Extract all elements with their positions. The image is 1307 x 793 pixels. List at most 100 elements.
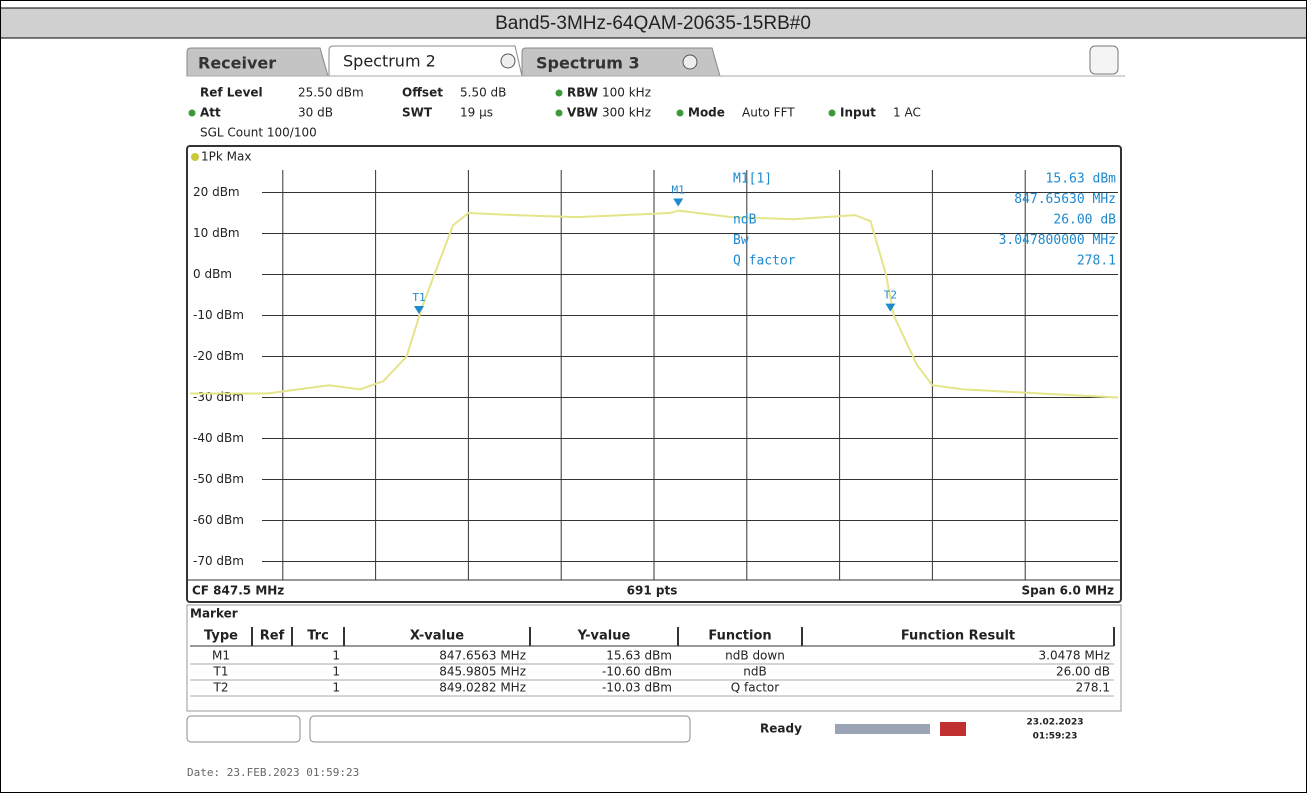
table-cell: -10.03 dBm: [602, 681, 672, 695]
progress-indicator: [835, 724, 930, 734]
setting-label: Att: [200, 106, 221, 120]
setting-label: VBW: [567, 106, 598, 120]
status-field: [186, 715, 301, 743]
trace-label: 1Pk Max: [201, 150, 251, 164]
close-icon[interactable]: [500, 53, 516, 69]
marker-label: M1: [672, 183, 685, 196]
y-tick-label: -60 dBm: [193, 513, 244, 527]
y-tick-label: -70 dBm: [193, 554, 244, 568]
column-header: Function: [708, 629, 771, 644]
status-date: 23.02.2023: [1027, 718, 1084, 728]
table-cell: 3.0478 MHz: [1039, 649, 1110, 663]
table-cell: 847.6563 MHz: [439, 649, 526, 663]
table-cell: ndB down: [725, 649, 785, 663]
column-header: Trc: [307, 629, 329, 644]
sgl-count: SGL Count 100/100: [200, 126, 317, 140]
y-tick-label: 10 dBm: [193, 226, 240, 240]
status-dot: [828, 109, 836, 117]
setting-value: 100 kHz: [602, 86, 651, 100]
date-line: Date: 23.FEB.2023 01:59:23: [187, 766, 359, 779]
marker-info-value: 847.65630 MHz: [1014, 192, 1116, 207]
table-cell: 1: [332, 649, 340, 663]
table-cell: 15.63 dBm: [606, 649, 672, 663]
center-frequency: CF 847.5 MHz: [192, 584, 284, 598]
trace-indicator: [191, 153, 199, 161]
y-tick-label: -40 dBm: [193, 431, 244, 445]
marker-table-frame: [186, 604, 1122, 712]
marker-info-label: Bw: [733, 233, 749, 248]
marker: [673, 198, 684, 207]
table-cell: Q factor: [731, 681, 779, 695]
y-tick-label: -10 dBm: [193, 308, 244, 322]
setting-label: SWT: [402, 106, 433, 120]
table-cell: T2: [213, 681, 229, 695]
setting-value: 19 µs: [460, 106, 493, 120]
status-dot: [555, 89, 563, 97]
setting-label: Mode: [688, 106, 725, 120]
marker-info-value: 15.63 dBm: [1046, 172, 1117, 187]
marker-info-label: ndB: [733, 213, 757, 228]
y-tick-label: 0 dBm: [193, 267, 232, 281]
tab[interactable]: [521, 47, 721, 77]
status-indicator: [940, 722, 966, 736]
y-tick-label: -30 dBm: [193, 390, 244, 404]
table-cell: 849.0282 MHz: [439, 681, 526, 695]
header-bar: [0, 7, 1307, 39]
table-cell: ndB: [743, 665, 766, 679]
setting-value: Auto FFT: [742, 106, 795, 120]
table-cell: -10.60 dBm: [602, 665, 672, 679]
y-tick-label: 20 dBm: [193, 185, 240, 199]
status-state: Ready: [760, 722, 802, 736]
marker-info-value: 278.1: [1077, 254, 1116, 269]
tab[interactable]: [186, 47, 329, 77]
marker-label: T2: [884, 289, 897, 302]
column-header: Type: [204, 629, 238, 644]
setting-value: 1 AC: [893, 106, 921, 120]
setting-label: Input: [840, 106, 876, 120]
header-title: Band5-3MHz-64QAM-20635-15RB#0: [495, 13, 811, 34]
status-dot: [676, 109, 684, 117]
table-cell: M1: [212, 649, 230, 663]
setting-value: 25.50 dBm: [298, 86, 364, 100]
marker-info-value: 26.00 dB: [1053, 213, 1116, 228]
tab-active[interactable]: [328, 45, 523, 77]
marker-label: T1: [412, 291, 425, 304]
setting-value: 300 kHz: [602, 106, 651, 120]
trace: [190, 209, 1119, 399]
marker: [885, 303, 896, 312]
menu-icon[interactable]: [1089, 45, 1119, 75]
table-cell: T1: [213, 665, 229, 679]
setting-value: 5.50 dB: [460, 86, 506, 100]
span: Span 6.0 MHz: [1022, 584, 1114, 598]
close-icon[interactable]: [682, 54, 698, 70]
y-tick-label: -50 dBm: [193, 472, 244, 486]
status-time: 01:59:23: [1033, 732, 1078, 742]
marker-info-value: 3.047800000 MHz: [999, 233, 1116, 248]
setting-label: Offset: [402, 86, 443, 100]
tab-label: Spectrum 2: [343, 52, 436, 71]
y-tick-label: -20 dBm: [193, 349, 244, 363]
table-cell: 1: [332, 681, 340, 695]
status-field: [309, 715, 691, 743]
table-cell: 26.00 dB: [1056, 665, 1110, 679]
setting-value: 30 dB: [298, 106, 333, 120]
column-header: Y-value: [577, 629, 631, 644]
table-cell: 278.1: [1076, 681, 1110, 695]
points: 691 pts: [627, 584, 678, 598]
marker-info-label: Q factor: [733, 254, 796, 269]
status-dot: [555, 109, 563, 117]
tab-label: Receiver: [198, 54, 276, 73]
table-cell: 845.9805 MHz: [439, 665, 526, 679]
column-header: Function Result: [901, 629, 1015, 644]
marker-table-title: Marker: [190, 607, 238, 621]
table-cell: 1: [332, 665, 340, 679]
tab-label: Spectrum 3: [536, 54, 640, 73]
setting-label: Ref Level: [200, 86, 263, 100]
column-header: Ref: [260, 629, 285, 644]
setting-label: RBW: [567, 86, 598, 100]
status-dot: [188, 109, 196, 117]
marker: [413, 306, 424, 315]
marker-info-label: M1[1]: [733, 172, 772, 187]
column-header: X-value: [410, 629, 464, 644]
